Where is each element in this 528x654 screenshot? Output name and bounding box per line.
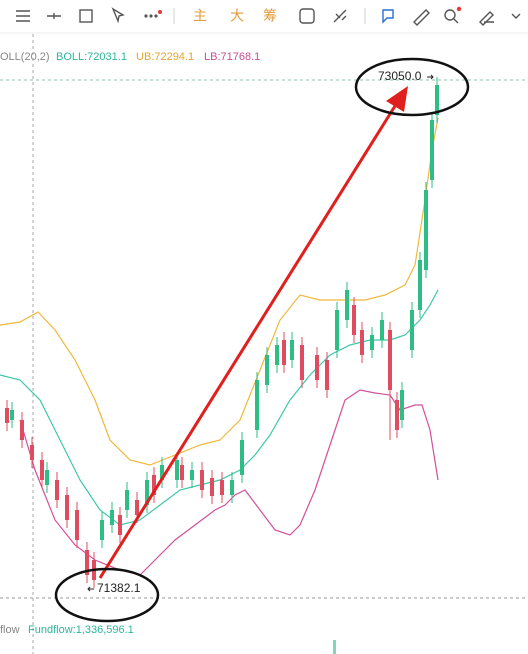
panel-name: flow bbox=[0, 624, 20, 636]
erase-tool[interactable] bbox=[479, 11, 494, 26]
replay-tool[interactable] bbox=[299, 8, 315, 24]
label-arrow bbox=[427, 74, 434, 80]
toolbar-button[interactable]: 主 bbox=[193, 8, 207, 24]
toolbar-button[interactable]: 大 bbox=[230, 8, 244, 24]
zoom-tool[interactable] bbox=[444, 9, 456, 21]
ruler-tool[interactable] bbox=[413, 9, 430, 26]
indicator-name: OLL(20,2) bbox=[0, 51, 50, 63]
highlight-circle bbox=[354, 57, 470, 117]
toolbar-button[interactable]: 筹 bbox=[263, 8, 277, 24]
arrow-head bbox=[386, 86, 408, 112]
expand-tool[interactable] bbox=[511, 13, 521, 19]
badge bbox=[456, 6, 462, 12]
toolbar bbox=[16, 6, 521, 26]
boll-value: BOLL:72031.1 bbox=[56, 51, 127, 63]
measure-tool[interactable] bbox=[333, 9, 347, 23]
line-tool[interactable] bbox=[47, 13, 61, 19]
cursor-tool[interactable] bbox=[111, 7, 125, 24]
rect-tool[interactable] bbox=[79, 9, 93, 23]
lb-value: LB:71768.1 bbox=[204, 51, 260, 63]
volume-bar bbox=[333, 640, 336, 654]
ub-value: UB:72294.1 bbox=[136, 51, 194, 63]
fundflow-value: Fundflow:1,336,596.1 bbox=[28, 624, 134, 636]
note-tool[interactable] bbox=[382, 9, 394, 24]
candle-bodies-down bbox=[5, 305, 399, 580]
upper-band bbox=[0, 117, 439, 466]
trend-arrow bbox=[98, 105, 397, 579]
label-arrow bbox=[87, 586, 94, 592]
low-price-label: 71382.1 bbox=[97, 581, 141, 595]
menu-icon[interactable] bbox=[16, 10, 30, 22]
lower-band bbox=[19, 389, 439, 576]
highlight-circle bbox=[54, 567, 160, 623]
high-price-label: 73050.0 bbox=[378, 69, 422, 83]
more-tool[interactable] bbox=[144, 10, 162, 18]
